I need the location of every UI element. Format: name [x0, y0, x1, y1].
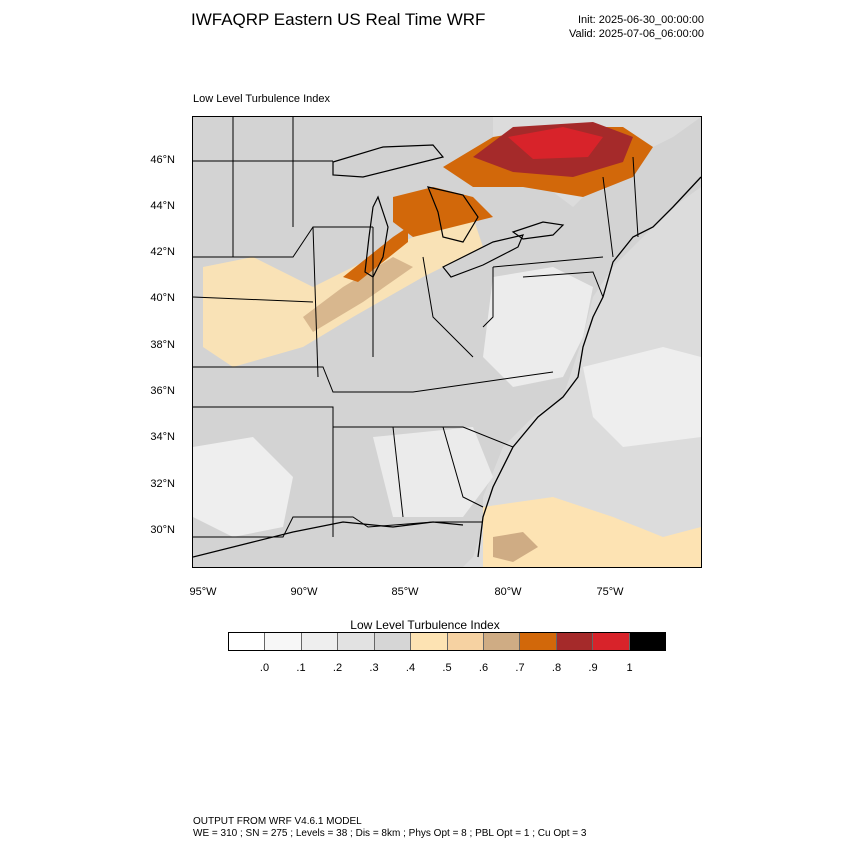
colorbar-label-3: .3	[369, 662, 379, 674]
coastline	[477, 176, 701, 558]
lake-erie	[442, 234, 525, 278]
lake-ontario	[511, 221, 565, 240]
turbulence-florida-spot	[493, 532, 538, 562]
colorbar-title: Low Level Turbulence Index	[350, 618, 500, 632]
lat-label-44: 44°N	[150, 200, 175, 212]
colorbar-cell-4	[374, 633, 412, 650]
colorbar-cell-10	[593, 633, 630, 650]
colorbar-label-5: .5	[442, 662, 452, 674]
colorbar-cell-5	[411, 633, 448, 650]
colorbar-cell-11	[629, 633, 666, 650]
turbulence-atlantic-south	[483, 497, 701, 567]
lat-label-42: 42°N	[150, 246, 175, 258]
lon-label-95: 95°W	[189, 586, 217, 598]
colorbar-cell-0	[229, 633, 266, 650]
lake-huron	[427, 186, 479, 243]
lake-superior	[332, 144, 445, 178]
colorbar-label-6: .6	[478, 662, 489, 674]
light-land-southwest	[193, 437, 293, 537]
lat-label-46: 46°N	[150, 154, 175, 166]
colorbar-label-10: 1	[626, 662, 633, 674]
colorbar-cell-7	[483, 633, 521, 650]
footer-model: OUTPUT FROM WRF V4.6.1 MODEL	[193, 816, 362, 827]
lon-label-80: 80°W	[494, 586, 522, 598]
state-boundaries	[193, 117, 639, 538]
map-svg	[193, 117, 701, 567]
turbulence-michigan	[393, 187, 493, 237]
colorbar-label-1: .1	[296, 662, 306, 674]
lat-label-38: 38°N	[150, 339, 175, 351]
colorbar-label-0: .0	[259, 662, 270, 674]
turbulence-atlantic-light	[583, 347, 701, 447]
turbulence-band-inner	[303, 257, 413, 332]
colorbar	[228, 632, 666, 651]
turbulence-north-core	[508, 127, 603, 159]
turbulence-lake-michigan	[343, 227, 408, 282]
colorbar-cell-6	[447, 633, 484, 650]
lat-label-32: 32°N	[150, 478, 175, 490]
colorbar-cell-9	[556, 633, 594, 650]
colorbar-label-8: .8	[551, 662, 562, 674]
panel-title: Low Level Turbulence Index	[193, 93, 330, 105]
land-area	[193, 117, 701, 567]
colorbar-label-2: .2	[332, 662, 343, 674]
footer-config: WE = 310 ; SN = 275 ; Levels = 38 ; Dis …	[193, 828, 587, 839]
colorbar-cell-1	[265, 633, 302, 650]
colorbar-cell-2	[301, 633, 339, 650]
init-time: Init: 2025-06-30_00:00:00	[578, 14, 704, 26]
light-land-east	[483, 267, 593, 387]
lake-michigan	[364, 195, 389, 278]
light-land-southeast	[373, 427, 493, 517]
colorbar-cell-3	[338, 633, 375, 650]
lon-label-75: 75°W	[596, 586, 624, 598]
gulf-coastline	[193, 521, 464, 558]
lat-label-30: 30°N	[150, 524, 175, 536]
main-title: IWFAQRP Eastern US Real Time WRF	[191, 10, 486, 29]
lat-label-40: 40°N	[150, 292, 175, 304]
lon-label-90: 90°W	[290, 586, 318, 598]
colorbar-label-4: .4	[405, 662, 416, 674]
map-panel	[192, 116, 702, 568]
colorbar-label-9: .9	[588, 662, 598, 674]
lon-label-85: 85°W	[391, 586, 419, 598]
colorbar-label-7: .7	[515, 662, 525, 674]
lat-label-34: 34°N	[150, 431, 175, 443]
lat-label-36: 36°N	[150, 385, 175, 397]
colorbar-cell-8	[520, 633, 557, 650]
valid-time: Valid: 2025-07-06_06:00:00	[569, 28, 704, 40]
